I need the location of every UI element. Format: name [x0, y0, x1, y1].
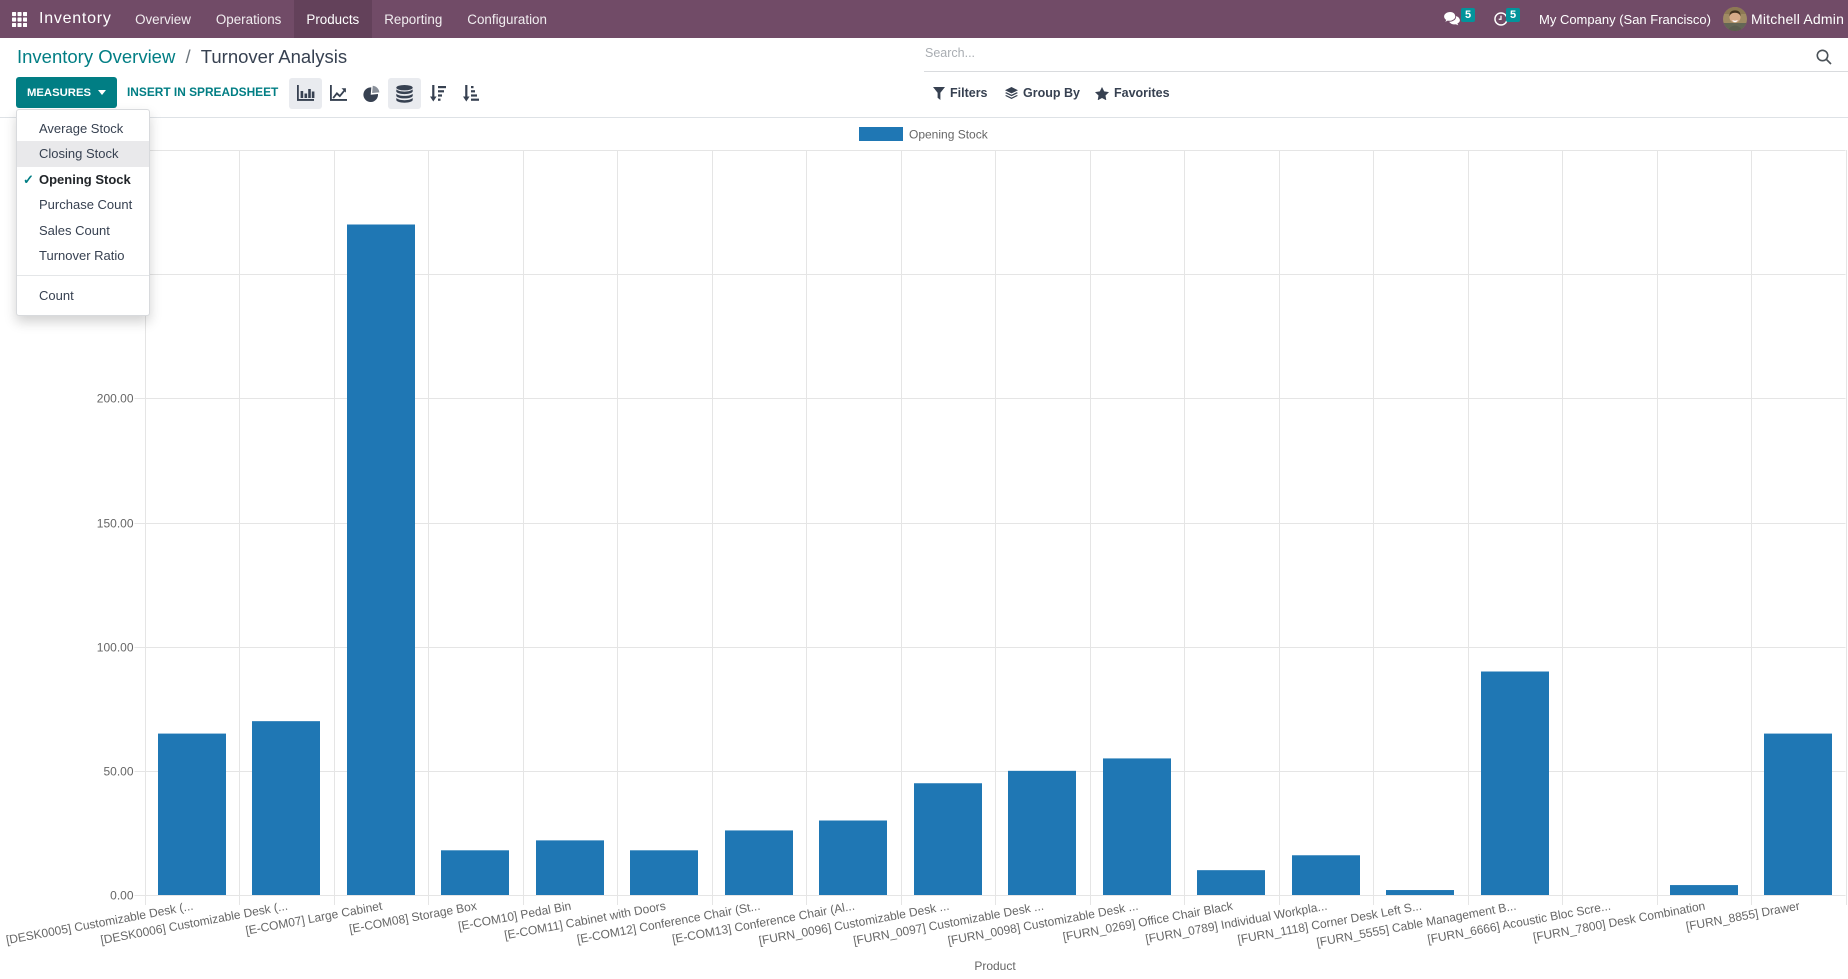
svg-text:0.00: 0.00 — [110, 889, 134, 903]
svg-text:Opening Stock: Opening Stock — [909, 128, 989, 142]
svg-text:50.00: 50.00 — [103, 765, 133, 779]
svg-text:100.00: 100.00 — [97, 641, 134, 655]
svg-text:Product: Product — [974, 959, 1016, 973]
svg-text:200.00: 200.00 — [97, 392, 134, 406]
svg-text:150.00: 150.00 — [97, 517, 134, 531]
